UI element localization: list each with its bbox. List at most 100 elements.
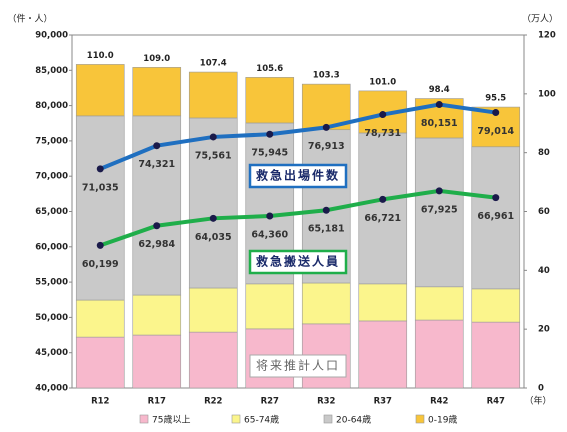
bar-segment bbox=[75, 336, 125, 389]
y2-tick-label: 80 bbox=[538, 148, 550, 158]
legend-label: 65-74歳 bbox=[244, 414, 279, 426]
y2-unit: （万人） bbox=[522, 14, 558, 25]
bar-segment bbox=[188, 117, 238, 289]
x-tick-label: R27 bbox=[261, 397, 279, 407]
y2-tick-label: 20 bbox=[538, 325, 550, 335]
y-unit: （件・人） bbox=[7, 13, 52, 25]
legend-swatch bbox=[139, 414, 149, 424]
point bbox=[266, 130, 274, 138]
point bbox=[435, 101, 443, 109]
annotation-box bbox=[248, 163, 348, 189]
data-label: 67,925 bbox=[421, 204, 458, 215]
total-label: 107.4 bbox=[200, 59, 227, 69]
y2-tick-label: 120 bbox=[538, 31, 556, 41]
legend-swatch bbox=[323, 414, 333, 424]
point bbox=[96, 165, 104, 173]
x-tick-label: R47 bbox=[487, 397, 505, 407]
total-label: 98.4 bbox=[429, 85, 450, 95]
y-tick-label: 70,000 bbox=[35, 172, 68, 182]
data-label: 65,181 bbox=[308, 224, 345, 235]
data-label: 78,731 bbox=[364, 128, 401, 139]
bar-segment bbox=[471, 288, 521, 323]
y-tick-label: 80,000 bbox=[35, 101, 68, 111]
y-tick-label: 65,000 bbox=[35, 207, 68, 217]
y-tick-label: 45,000 bbox=[35, 348, 68, 358]
y-tick-label: 90,000 bbox=[35, 31, 68, 41]
bar-segment bbox=[188, 287, 238, 333]
point bbox=[322, 123, 330, 131]
data-label: 64,035 bbox=[195, 232, 232, 243]
y2-tick-label: 40 bbox=[538, 266, 550, 276]
bar-segment bbox=[471, 146, 521, 290]
point bbox=[96, 241, 104, 249]
bar-segment bbox=[358, 132, 408, 285]
total-label: 101.0 bbox=[369, 77, 396, 87]
point bbox=[492, 194, 500, 202]
data-label: 75,561 bbox=[195, 150, 232, 161]
legend-swatch bbox=[415, 414, 425, 424]
y-tick-label: 50,000 bbox=[35, 313, 68, 323]
data-label: 74,321 bbox=[138, 159, 175, 170]
annotation: 救急出場件数 bbox=[256, 168, 340, 183]
bar-segment bbox=[414, 319, 464, 389]
bar-segment bbox=[75, 115, 125, 301]
point bbox=[266, 212, 274, 220]
point bbox=[492, 109, 500, 117]
y2-tick-label: 0 bbox=[538, 384, 544, 394]
bar-segment bbox=[188, 331, 238, 389]
point bbox=[435, 187, 443, 195]
line bbox=[99, 188, 496, 248]
y-tick-label: 75,000 bbox=[35, 136, 68, 146]
data-label: 64,360 bbox=[251, 230, 288, 241]
data-label: 71,035 bbox=[82, 182, 119, 193]
legend-label: 75歳以上 bbox=[152, 414, 190, 426]
line bbox=[99, 102, 497, 171]
x-tick-label: R32 bbox=[317, 397, 335, 407]
annotation: 救急搬送人員 bbox=[256, 254, 340, 269]
x-tick-label: R12 bbox=[91, 397, 109, 407]
total-label: 110.0 bbox=[87, 51, 114, 61]
point bbox=[153, 142, 161, 150]
data-label: 60,199 bbox=[82, 259, 119, 270]
bar-segment bbox=[75, 299, 125, 338]
x-unit: （年） bbox=[524, 395, 551, 407]
annotation-box bbox=[248, 249, 348, 275]
bar-segment bbox=[132, 334, 182, 389]
total-label: 95.5 bbox=[485, 94, 506, 104]
data-label: 76,913 bbox=[308, 141, 345, 152]
bar-segment bbox=[75, 64, 125, 117]
legend-swatch bbox=[231, 414, 241, 424]
point bbox=[379, 111, 387, 119]
bar-segment bbox=[245, 77, 295, 124]
total-label: 105.6 bbox=[256, 64, 283, 74]
annotation-box bbox=[249, 354, 347, 378]
data-label: 75,945 bbox=[251, 148, 288, 159]
y-tick-label: 85,000 bbox=[35, 66, 68, 76]
bar-segment bbox=[188, 71, 238, 119]
y-tick-label: 60,000 bbox=[35, 242, 68, 252]
x-tick-label: R37 bbox=[374, 397, 392, 407]
bar-segment bbox=[245, 283, 295, 330]
y2-tick-label: 60 bbox=[538, 207, 550, 217]
bar-segment bbox=[132, 294, 182, 336]
y2-tick-label: 100 bbox=[538, 89, 556, 99]
point bbox=[209, 214, 217, 222]
y-tick-label: 55,000 bbox=[35, 278, 68, 288]
legend-label: 0-19歳 bbox=[428, 414, 457, 426]
annotation: 将来推計人口 bbox=[256, 358, 340, 373]
bar-segment bbox=[301, 282, 351, 325]
data-label: 66,961 bbox=[477, 211, 514, 222]
legend-label: 20-64歳 bbox=[336, 414, 371, 426]
point bbox=[153, 222, 161, 230]
data-label: 79,014 bbox=[477, 126, 514, 137]
bar-segment bbox=[471, 321, 521, 389]
point bbox=[209, 133, 217, 141]
bar-segment bbox=[358, 320, 408, 389]
point bbox=[379, 195, 387, 203]
x-tick-label: R22 bbox=[204, 397, 222, 407]
data-label: 62,984 bbox=[138, 239, 175, 250]
x-tick-label: R42 bbox=[430, 397, 448, 407]
data-label: 66,721 bbox=[364, 213, 401, 224]
